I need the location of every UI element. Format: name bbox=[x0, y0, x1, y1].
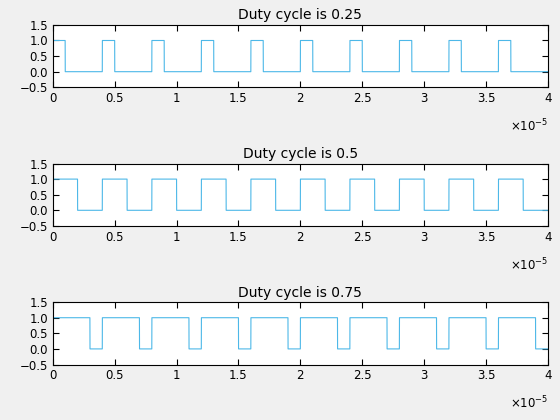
Title: Duty cycle is 0.5: Duty cycle is 0.5 bbox=[243, 147, 358, 161]
Title: Duty cycle is 0.25: Duty cycle is 0.25 bbox=[239, 8, 362, 22]
Text: $\times10^{-5}$: $\times10^{-5}$ bbox=[510, 118, 548, 134]
Text: $\times10^{-5}$: $\times10^{-5}$ bbox=[510, 257, 548, 273]
Title: Duty cycle is 0.75: Duty cycle is 0.75 bbox=[239, 286, 362, 299]
Text: $\times10^{-5}$: $\times10^{-5}$ bbox=[510, 395, 548, 412]
